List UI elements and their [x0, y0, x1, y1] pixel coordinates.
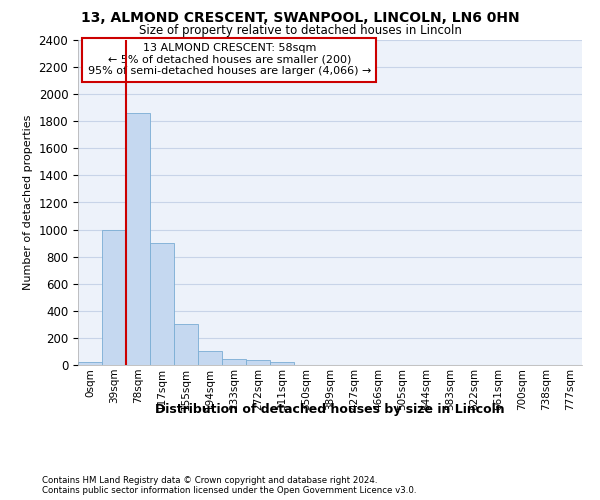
Bar — [246, 360, 270, 365]
Text: Contains HM Land Registry data © Crown copyright and database right 2024.: Contains HM Land Registry data © Crown c… — [42, 476, 377, 485]
Bar — [150, 243, 174, 365]
Bar — [222, 359, 246, 365]
Bar — [174, 324, 198, 365]
Text: 13, ALMOND CRESCENT, SWANPOOL, LINCOLN, LN6 0HN: 13, ALMOND CRESCENT, SWANPOOL, LINCOLN, … — [80, 11, 520, 25]
Bar — [78, 362, 102, 365]
Bar — [198, 352, 222, 365]
Text: 13 ALMOND CRESCENT: 58sqm
← 5% of detached houses are smaller (200)
95% of semi-: 13 ALMOND CRESCENT: 58sqm ← 5% of detach… — [88, 44, 371, 76]
Text: Contains public sector information licensed under the Open Government Licence v3: Contains public sector information licen… — [42, 486, 416, 495]
Bar — [126, 113, 150, 365]
Y-axis label: Number of detached properties: Number of detached properties — [23, 115, 33, 290]
Bar — [102, 230, 126, 365]
Text: Distribution of detached houses by size in Lincoln: Distribution of detached houses by size … — [155, 402, 505, 415]
Text: Size of property relative to detached houses in Lincoln: Size of property relative to detached ho… — [139, 24, 461, 37]
Bar — [270, 362, 294, 365]
